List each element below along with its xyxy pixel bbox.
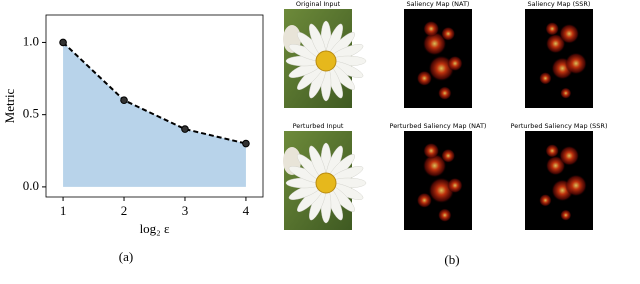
image-label: Saliency Map (SSR): [528, 0, 591, 8]
image-label: Saliency Map (NAT): [407, 0, 470, 8]
y-tick-label: 0.0: [23, 178, 39, 193]
heat-blob: [565, 52, 587, 75]
heat-blob: [423, 20, 440, 37]
point: [181, 125, 189, 133]
heat-blob: [539, 72, 552, 85]
image: [525, 9, 593, 108]
line: [62, 41, 247, 145]
heat-blob: [565, 174, 587, 197]
heat-blob: [416, 192, 433, 208]
heat-blob: [545, 155, 566, 176]
area: [63, 42, 246, 187]
image: [283, 9, 367, 108]
caption-a: (a): [119, 249, 133, 264]
heat-blob: [545, 22, 559, 36]
x-tick-label: 4: [243, 203, 250, 218]
point: [120, 96, 128, 105]
heat-blob: [447, 55, 463, 72]
y-axis-label: Metric: [2, 88, 17, 123]
y-tick-label: 0.5: [23, 106, 39, 121]
caption-b: (b): [444, 252, 459, 267]
heat-blob: [545, 33, 566, 54]
heat-blob: [422, 31, 447, 56]
flower-center: [315, 172, 337, 194]
image: [404, 9, 472, 108]
heat-blob: [559, 145, 580, 166]
y-tick-label: 1.0: [23, 33, 39, 48]
point: [59, 38, 67, 47]
image-label: Perturbed Saliency Map (SSR): [511, 122, 608, 130]
heat-blob: [423, 142, 440, 159]
image: [283, 131, 367, 230]
heat-blob: [447, 177, 463, 194]
heat-blob: [539, 194, 552, 207]
image-label: Original Input: [296, 0, 341, 8]
plot-frame: [45, 14, 264, 198]
heat-blob: [560, 209, 572, 221]
x-tick-label: 2: [121, 203, 128, 218]
heat-blob: [545, 144, 559, 158]
point: [242, 139, 250, 148]
heat-blob: [422, 153, 447, 178]
x-tick-label: 1: [60, 203, 67, 218]
heat-blob: [438, 208, 452, 222]
heat-blob: [441, 26, 456, 41]
image: [525, 131, 593, 230]
x-axis-label: log₂ ε: [140, 221, 170, 236]
flower-center: [315, 50, 337, 72]
heat-blob: [559, 23, 580, 44]
heat-blob: [560, 87, 572, 99]
image: [404, 131, 472, 230]
heat-blob: [441, 148, 456, 163]
image-label: Perturbed Saliency Map (NAT): [390, 122, 487, 130]
heat-blob: [416, 70, 433, 86]
x-tick-label: 3: [182, 203, 189, 218]
image-label: Perturbed Input: [293, 122, 344, 130]
heat-blob: [438, 86, 452, 100]
